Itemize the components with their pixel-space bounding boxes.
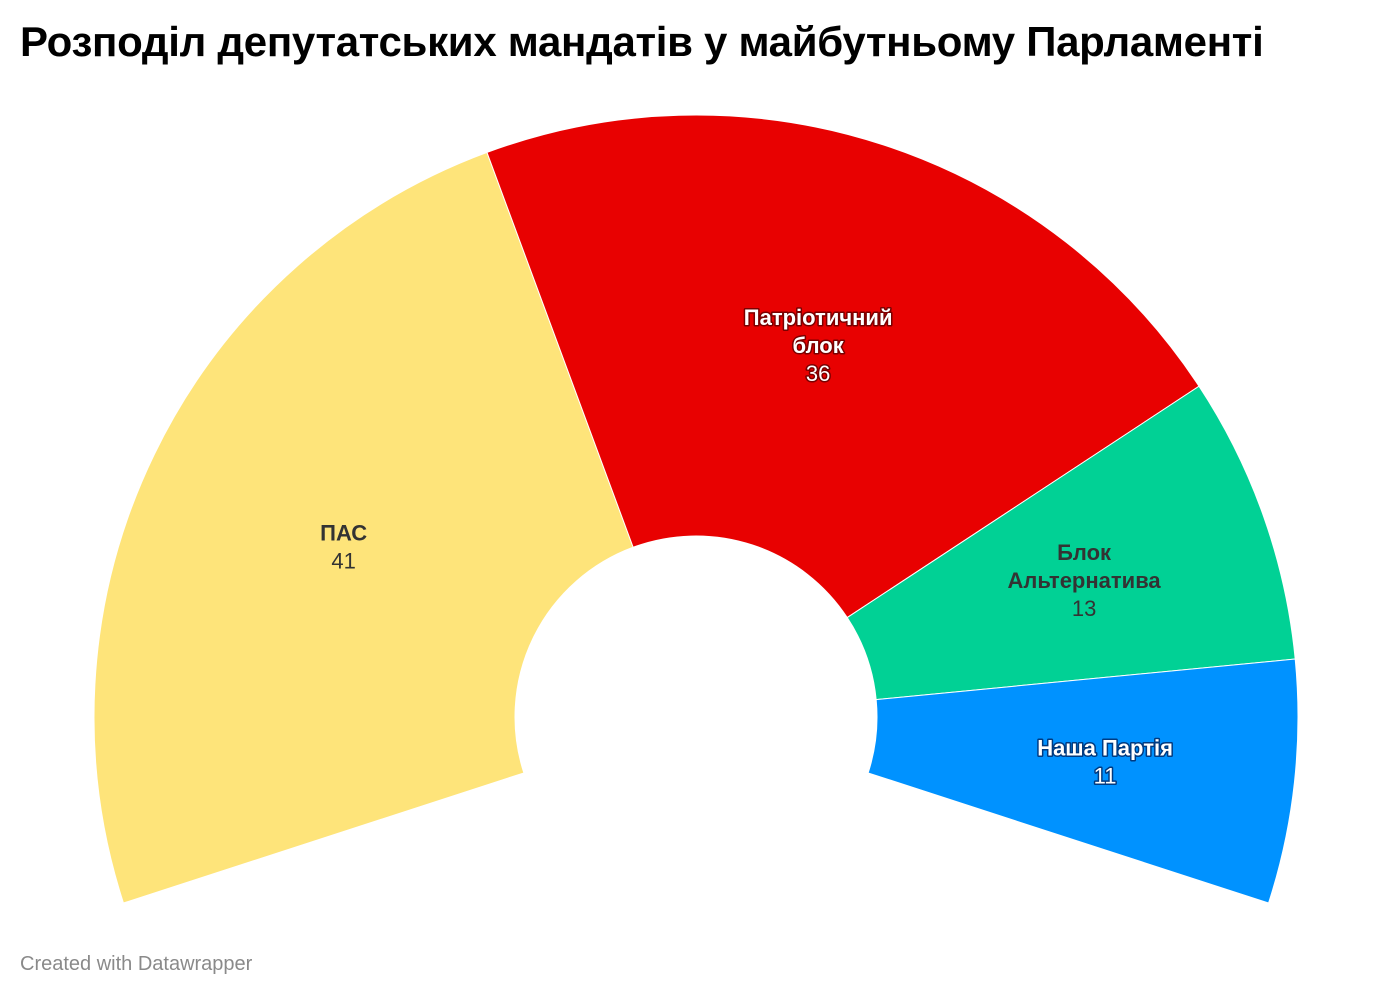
slice-2 [486,114,1200,619]
slice-value-label: 36 [806,361,830,386]
slice-3 [846,385,1296,701]
slice-name-label: Альтернатива [1007,568,1161,593]
slice-name-label: Патріотичний [744,305,893,330]
slice-1 [93,151,634,904]
slice-value-label: 13 [1072,596,1096,621]
chart-title: Розподіл депутатських мандатів у майбутн… [20,18,1264,65]
slice-name-label: блок [793,333,845,358]
slice-value-label: 11 [1094,764,1117,789]
slice-name-label: Наша Партія [1037,736,1173,761]
datawrapper-credit: Created with Datawrapper [20,953,253,975]
slice-label-3: Блок Альтернатива 13 [1006,539,1163,623]
slices-layer [93,114,1299,904]
slice-label-1: ПАС 41 [319,519,369,575]
slice-4 [867,658,1299,904]
slice-label-2: Патріотичний блок 36 [742,304,894,388]
labels-layer: ПАС 41 Патріотичний блок 36 Блок Альтернатива 1… [319,304,1175,791]
slice-value-label: 41 [331,548,355,573]
slice-name-label: ПАС [320,520,367,545]
slice-label-4: Наша Партія 11 [1036,734,1175,790]
slice-name-label: Блок [1057,540,1112,565]
